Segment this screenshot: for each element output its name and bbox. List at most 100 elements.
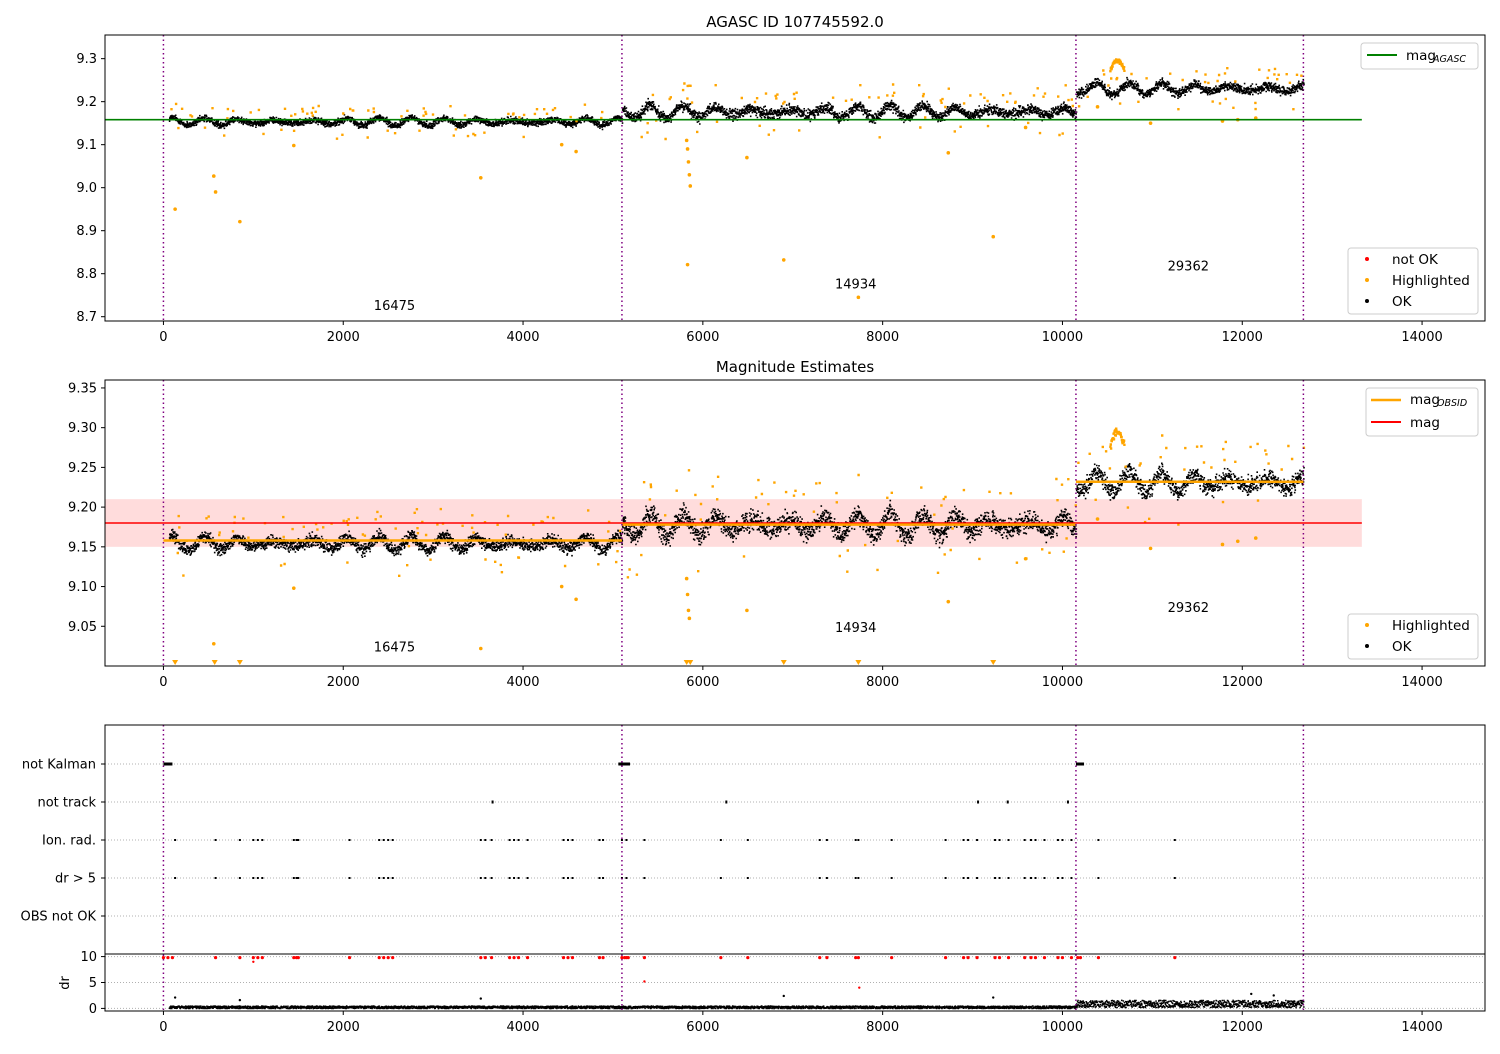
flag-mark — [1029, 839, 1032, 841]
flag-mark — [725, 800, 728, 804]
y-tick-label: 9.15 — [68, 540, 97, 555]
flag-mark — [1061, 839, 1064, 841]
flag-mark — [967, 877, 970, 879]
highlighted-outlier-point — [574, 149, 578, 154]
dr-not-ok-point — [856, 956, 860, 960]
highlighted-outlier-point — [478, 175, 483, 180]
dr-not-ok-point — [251, 956, 255, 960]
panel1-legend-lines: mag AGASC — [1360, 42, 1479, 70]
flag-mark — [1070, 839, 1073, 841]
dr-not-ok-point — [386, 956, 390, 960]
flag-mark — [490, 877, 493, 879]
x-tick-label: 2000 — [327, 330, 360, 345]
flag-row-label: OBS not OK — [21, 910, 97, 925]
dr-not-ok-point — [642, 956, 647, 960]
flag-mark — [484, 839, 487, 841]
flag-mark — [526, 877, 529, 879]
flag-mark — [517, 877, 520, 879]
x-tick-label: 8000 — [866, 330, 899, 345]
flag-mark — [1061, 877, 1064, 879]
dr-not-ok-point — [483, 956, 487, 960]
panel-flags: 0 2000 4000 6000 8000 10000 12000 14000 not Kal… — [21, 724, 1486, 1035]
highlighted-outlier-point — [1220, 542, 1225, 547]
dr-not-ok-point — [1096, 956, 1101, 960]
panel2-title: Magnitude Estimates — [716, 358, 874, 376]
flag-mark — [857, 839, 860, 841]
dr-not-ok-point — [719, 956, 723, 960]
flag-mark — [977, 800, 980, 804]
flag-mark — [625, 877, 628, 879]
highlighted-outlier-point — [745, 608, 749, 613]
flag-mark — [1056, 877, 1059, 879]
dr-ok-spike — [1250, 992, 1253, 996]
flag-mark — [256, 839, 259, 841]
x-tick-label: 6000 — [686, 1020, 719, 1035]
dr-not-ok-point — [256, 956, 260, 960]
dr-not-ok-point — [601, 956, 605, 960]
flag-mark — [719, 877, 722, 879]
x-tick-label: 0 — [159, 675, 167, 690]
flag-mark — [643, 877, 646, 879]
flag-mark — [387, 877, 390, 879]
highlighted-outlier-point — [1095, 105, 1100, 109]
highlighted-outlier-point — [1148, 546, 1153, 551]
highlighted-outlier-point — [559, 142, 564, 147]
panel-magnitude-estimates: Magnitude Estimates 16475 14934 29362 0 200… — [68, 358, 1486, 690]
flag-mark — [825, 877, 828, 879]
dr-ok-spike — [479, 997, 482, 1000]
flag-mark — [382, 839, 385, 841]
flag-mark — [1007, 839, 1010, 841]
flag-mark — [491, 800, 494, 804]
flag-row-label: not Kalman — [22, 758, 96, 773]
flag-mark — [387, 839, 390, 841]
highlighted-outlier-point — [781, 258, 786, 262]
flag-mark — [890, 839, 893, 841]
flag-mark — [1075, 762, 1085, 766]
off-scale-marker — [172, 660, 179, 665]
legend-mag-obsid-label: mag — [1410, 392, 1440, 408]
flag-mark — [295, 877, 298, 879]
flag-mark — [1173, 877, 1176, 879]
flag-mark — [967, 839, 970, 841]
dr-not-ok-point — [507, 956, 512, 960]
flag-mark — [1097, 877, 1100, 879]
x-tick-label: 14000 — [1401, 330, 1442, 345]
dr-not-ok-point — [966, 956, 970, 960]
flag-mark — [962, 877, 965, 879]
panel2-legend-lines: mag OBSID mag — [1365, 387, 1479, 437]
panel3-x-ticks: 0 2000 4000 6000 8000 10000 12000 14000 — [159, 1011, 1443, 1035]
flag-mark — [297, 839, 300, 841]
y-tick-label: 9.05 — [68, 620, 97, 635]
highlighted-outlier-point — [856, 295, 861, 300]
legend-highlighted-label: Highlighted — [1392, 273, 1470, 289]
dr-not-ok-point — [525, 956, 530, 960]
x-tick-label: 0 — [159, 1020, 167, 1035]
flag-mark — [1023, 877, 1026, 879]
highlighted-outlier-point — [559, 584, 564, 589]
dr-not-ok-point — [566, 956, 570, 960]
highlighted-outlier-point — [238, 219, 242, 224]
legend-ok-label: OK — [1392, 294, 1413, 310]
flag-mark — [890, 877, 893, 879]
flag-mark — [818, 839, 821, 841]
highlighted-outlier-point — [687, 616, 692, 621]
flag-mark — [746, 877, 749, 879]
dr-not-ok-point — [620, 956, 624, 960]
x-tick-label: 6000 — [686, 330, 719, 345]
panel2-y-ticks: 9.05 9.10 9.15 9.20 9.25 9.30 9.35 — [68, 381, 105, 635]
x-tick-label: 12000 — [1222, 1020, 1263, 1035]
highlighted-outlier-point — [684, 138, 689, 143]
flag-mark — [256, 877, 259, 879]
dr-not-ok-point — [1078, 956, 1083, 960]
flag-mark — [825, 839, 828, 841]
x-tick-label: 4000 — [506, 1020, 539, 1035]
highlighted-outlier-point — [685, 592, 690, 597]
x-tick-label: 10000 — [1042, 1020, 1083, 1035]
flag-mark — [962, 839, 965, 841]
y-tick-label: 9.30 — [68, 421, 97, 436]
dr-not-ok-point — [943, 956, 948, 960]
y-tick-label: 9.3 — [76, 52, 97, 67]
flag-mark — [854, 877, 857, 879]
y-tick-label: 8.9 — [76, 224, 97, 239]
flag-mark — [854, 839, 857, 841]
